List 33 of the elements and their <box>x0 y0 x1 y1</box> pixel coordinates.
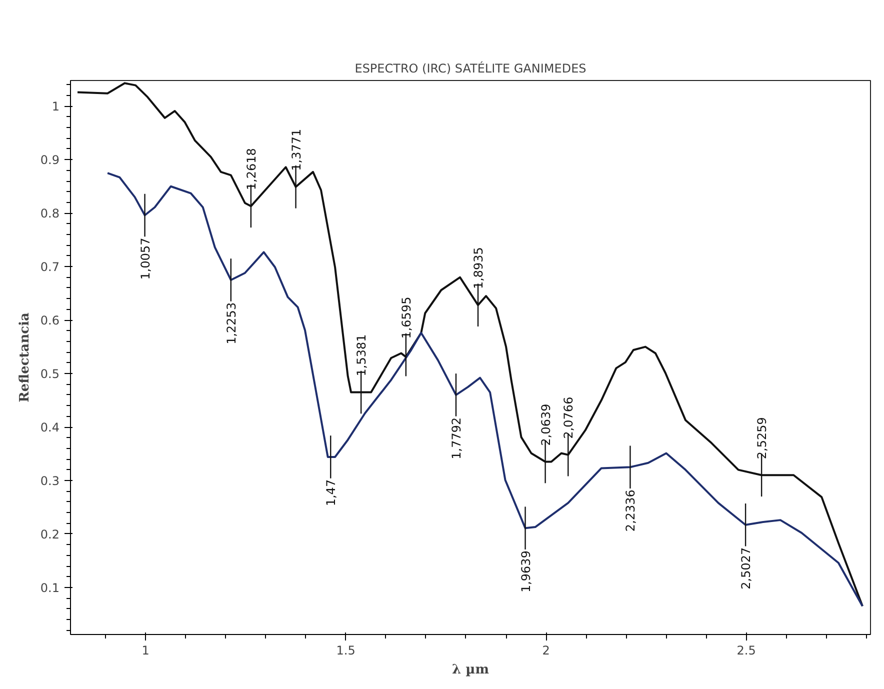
x-tick-label: 2.5 <box>736 644 756 658</box>
y-tick-label: 1 <box>52 100 60 114</box>
x-tick-label: 1 <box>142 644 150 658</box>
annotation: 1,6595 <box>399 296 414 339</box>
y-tick-label: 0.1 <box>40 580 60 595</box>
annotation: 1,3771 <box>289 128 304 171</box>
annotation: 1,8935 <box>472 247 486 290</box>
annotation: 2,2336 <box>624 490 638 532</box>
annotation: 2,0766 <box>562 396 576 439</box>
y-tick-label: 0.2 <box>40 527 60 542</box>
annotation: 1,47 <box>324 479 338 506</box>
annotation: 2,5259 <box>755 417 770 460</box>
annotation: 1,9639 <box>518 550 533 593</box>
annotation: 1,7792 <box>449 417 464 460</box>
annotation: 2,0639 <box>538 404 553 446</box>
y-tick-label: 0.9 <box>40 153 60 168</box>
y-tick-label: 0.3 <box>40 474 60 488</box>
x-tick-label: 2 <box>542 644 550 658</box>
y-tick-label: 0.6 <box>40 314 60 328</box>
y-tick-label: 0.8 <box>40 206 60 221</box>
y-tick-label: 0.5 <box>40 367 60 382</box>
x-axis-title: λ µm <box>452 662 490 678</box>
annotation: 2,5027 <box>739 547 754 590</box>
x-tick-label: 1.5 <box>336 644 356 658</box>
y-tick-label: 0.7 <box>40 260 60 274</box>
annotation: 1,5381 <box>354 334 369 376</box>
y-axis-title: Reflectancia <box>17 312 32 402</box>
chart-title: ESPECTRO (IRC) SATÉLITE GANIMEDES <box>354 60 586 76</box>
annotation: 1,2618 <box>244 148 258 190</box>
y-tick-label: 0.4 <box>40 420 60 435</box>
annotation: 1,2253 <box>224 302 238 344</box>
line-series <box>76 82 864 608</box>
annotation: 1,0057 <box>138 238 152 280</box>
